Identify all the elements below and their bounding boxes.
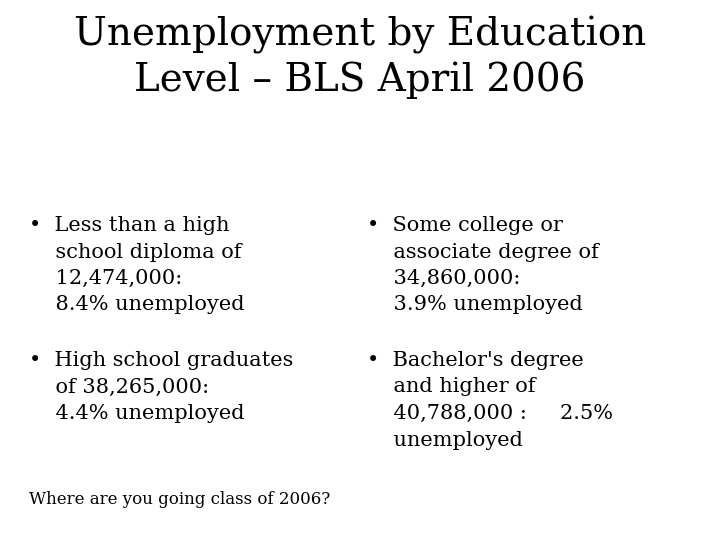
Text: •  Bachelor's degree
    and higher of
    40,788,000 :     2.5%
    unemployed: • Bachelor's degree and higher of 40,788… bbox=[367, 351, 613, 449]
Text: •  Less than a high
    school diploma of
    12,474,000:
    8.4% unemployed: • Less than a high school diploma of 12,… bbox=[29, 216, 244, 314]
Text: Unemployment by Education
Level – BLS April 2006: Unemployment by Education Level – BLS Ap… bbox=[74, 16, 646, 99]
Text: •  High school graduates
    of 38,265,000:
    4.4% unemployed: • High school graduates of 38,265,000: 4… bbox=[29, 351, 293, 423]
Text: Where are you going class of 2006?: Where are you going class of 2006? bbox=[29, 491, 330, 508]
Text: •  Some college or
    associate degree of
    34,860,000:
    3.9% unemployed: • Some college or associate degree of 34… bbox=[367, 216, 599, 314]
